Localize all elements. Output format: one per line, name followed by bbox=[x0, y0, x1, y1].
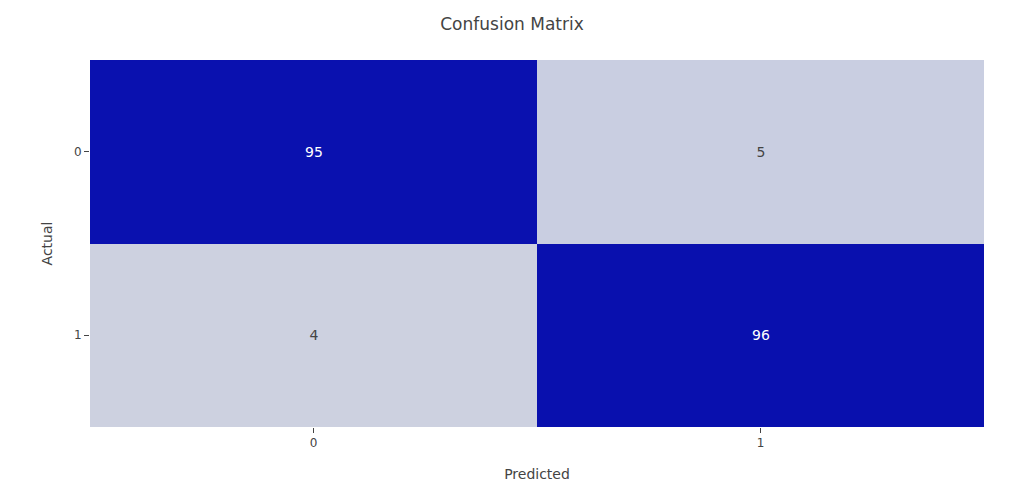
svg-text:4: 4 bbox=[310, 327, 319, 343]
svg-text:Actual: Actual bbox=[39, 222, 55, 266]
svg-text:5: 5 bbox=[757, 144, 766, 160]
svg-text:Confusion Matrix: Confusion Matrix bbox=[440, 14, 584, 34]
svg-text:Predicted: Predicted bbox=[504, 466, 570, 482]
svg-text:95: 95 bbox=[305, 144, 323, 160]
svg-text:96: 96 bbox=[752, 327, 770, 343]
svg-text:1: 1 bbox=[757, 436, 765, 450]
svg-text:1: 1 bbox=[74, 328, 82, 342]
svg-text:0: 0 bbox=[310, 436, 318, 450]
svg-text:0: 0 bbox=[74, 145, 82, 159]
